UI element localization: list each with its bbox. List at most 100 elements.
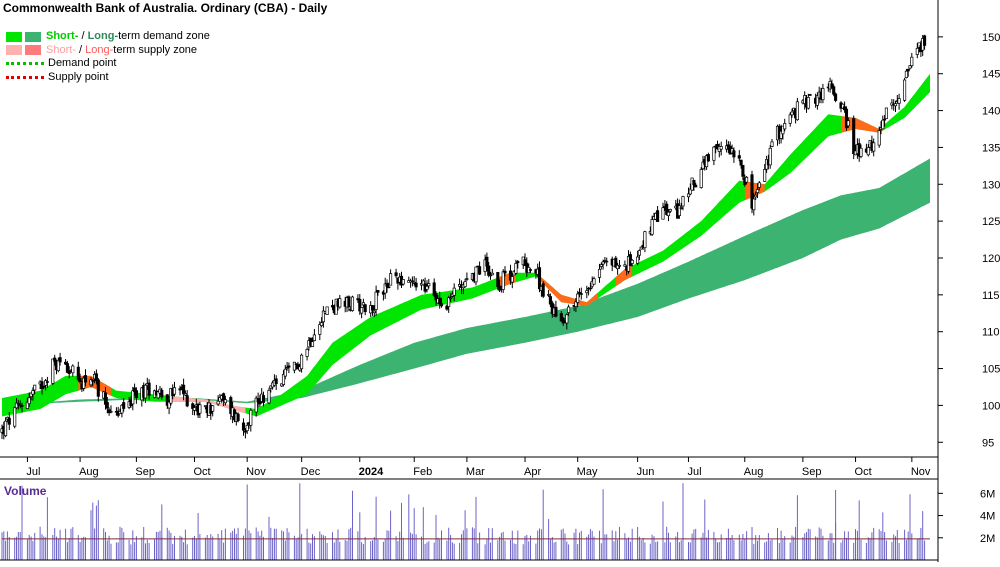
date-tick-label: Aug	[79, 466, 99, 478]
candle-body	[358, 298, 362, 312]
candle-body	[439, 303, 444, 307]
candle-body	[16, 403, 20, 405]
candle-body	[389, 273, 393, 286]
candle-body	[579, 293, 583, 295]
candle-body	[523, 259, 527, 266]
date-tick-label: Oct	[194, 466, 211, 478]
legend-demand-long: Long-	[87, 30, 119, 42]
candle-body	[614, 257, 618, 268]
date-tick-label: Sep	[135, 466, 155, 478]
legend-demand-rest: term demand zone	[118, 30, 210, 42]
candle-body	[229, 397, 233, 414]
candlesticks	[0, 34, 927, 440]
candle-body	[285, 366, 289, 369]
candle-body	[387, 286, 391, 289]
candle-body	[883, 118, 887, 121]
candle-body	[167, 401, 171, 409]
candle-body	[503, 270, 507, 274]
price-tick-label: 100	[982, 400, 1000, 412]
candle-body	[360, 307, 364, 314]
candle-body	[656, 210, 660, 222]
candle-body	[679, 207, 683, 209]
candle-body	[623, 264, 627, 267]
candle-body	[859, 147, 863, 157]
candle-body	[40, 381, 44, 390]
candle-body	[33, 384, 37, 391]
candle-body	[616, 264, 620, 270]
candle-body	[508, 270, 513, 281]
legend-supply-rest: term supply zone	[113, 43, 198, 56]
date-tick-label: Feb	[413, 466, 432, 478]
candle-body	[923, 35, 927, 46]
date-tick-label: Aug	[744, 466, 764, 478]
candle-body	[300, 354, 304, 370]
candle-body	[554, 306, 558, 317]
candle-body	[781, 125, 785, 135]
candle-body	[841, 103, 845, 109]
candle-body	[51, 358, 55, 384]
candle-body	[487, 265, 491, 276]
candle-body	[91, 380, 95, 382]
candle-body	[908, 65, 912, 69]
candle-body	[376, 290, 380, 293]
candle-body	[160, 389, 164, 398]
candle-body	[44, 380, 48, 386]
candle-body	[843, 106, 847, 111]
candle-body	[131, 390, 135, 405]
candle-body	[516, 261, 520, 264]
candle-body	[236, 413, 240, 421]
candle-body	[320, 322, 324, 326]
candle-body	[692, 179, 696, 186]
demand-point-line-icon	[6, 62, 44, 66]
candle-body	[561, 317, 565, 324]
candle-body	[872, 142, 876, 152]
candle-body	[661, 207, 665, 220]
candle-body	[904, 70, 908, 78]
price-tick-label: 140	[982, 106, 1000, 118]
candle-body	[884, 107, 888, 119]
candle-body	[350, 296, 355, 311]
supply-point-line-icon	[6, 75, 44, 79]
candle-body	[347, 296, 351, 308]
candle-body	[897, 98, 901, 104]
candle-body	[806, 97, 810, 109]
candle-body	[182, 384, 186, 395]
candle-body	[410, 280, 414, 282]
candle-body	[109, 411, 113, 413]
date-tick-label: Dec	[301, 466, 321, 478]
candle-body	[465, 278, 469, 280]
candle-body	[565, 314, 569, 324]
short-supply-swatch	[6, 45, 22, 56]
candle-body	[866, 147, 870, 156]
candle-body	[53, 357, 57, 362]
candle-body	[385, 282, 389, 287]
candle-body	[752, 198, 756, 211]
candle-body	[56, 359, 60, 372]
date-tick-label: Oct	[855, 466, 872, 478]
candle-body	[211, 405, 215, 412]
candle-body	[445, 305, 449, 310]
legend-demand-point: Demand point	[6, 57, 210, 71]
candle-body	[374, 291, 378, 310]
candle-body	[27, 397, 31, 405]
candle-body	[427, 283, 431, 287]
candle-body	[312, 334, 316, 341]
candle-body	[321, 310, 325, 323]
candle-body	[452, 287, 456, 296]
candle-body	[768, 147, 772, 166]
date-tick-label: Jul	[687, 466, 701, 478]
candle-body	[686, 193, 691, 198]
volume-tick-label: 6M	[980, 488, 995, 500]
candle-body	[541, 283, 545, 297]
candle-body	[165, 394, 169, 406]
legend-supply-long: Long-	[85, 43, 114, 56]
candle-body	[274, 378, 278, 384]
candle-body	[20, 405, 24, 407]
candle-body	[643, 231, 647, 249]
candle-body	[741, 164, 745, 177]
candle-body	[630, 259, 634, 264]
candle-body	[216, 400, 220, 405]
price-tick-label: 105	[982, 364, 1000, 376]
candle-body	[617, 264, 622, 267]
candle-body	[338, 298, 342, 308]
